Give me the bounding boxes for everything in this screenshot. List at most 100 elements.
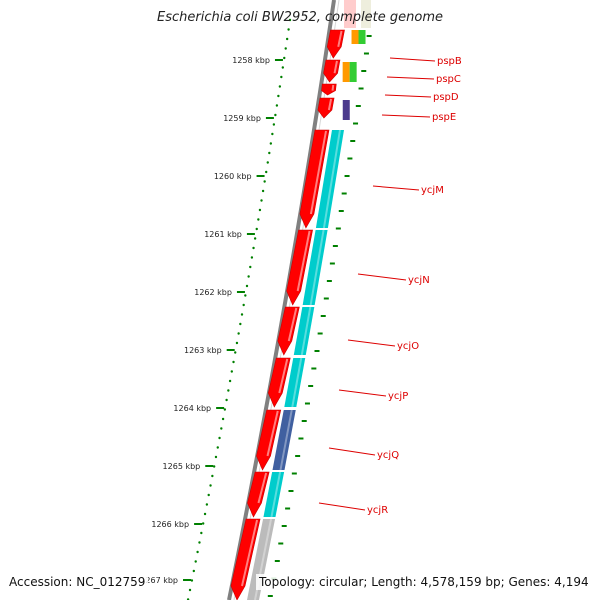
ruler-tick-label: 1262 kbp: [194, 288, 232, 297]
cog-highlight: [322, 129, 341, 229]
ruler-dot: [266, 161, 269, 164]
ruler-dot: [240, 313, 244, 316]
ruler-ticks: 1258 kbp 1259 kbp 1260 kbp 1261 kbp 1262 kbp…: [140, 56, 283, 585]
ruler-dot: [227, 389, 230, 392]
cog-box: [342, 62, 350, 82]
map-title: Escherichia coli BW2952, complete genome: [157, 10, 443, 25]
gene-highlight: [287, 307, 298, 342]
ruler-dot: [287, 28, 290, 31]
ruler-dot: [278, 85, 282, 88]
ruler-dot: [221, 417, 225, 421]
gene-leader-line: [338, 389, 387, 397]
gene-labels: pspB pspC pspD pspE ycjM ycjN ycjO ycjP ycjQ ycjR: [318, 56, 462, 516]
ruler-dot: [216, 446, 219, 449]
ruler-tick-label: 1261 kbp: [204, 230, 242, 239]
ruler-dot: [207, 493, 210, 497]
cog-box: [351, 30, 359, 44]
cog-highlight: [309, 229, 325, 306]
ruler-dot: [192, 569, 196, 573]
ruler-dot: [214, 455, 218, 459]
ruler-dot: [209, 484, 212, 487]
cog-box: [361, 0, 371, 28]
gene-leader-line: [389, 57, 436, 62]
topology-text: Topology: circular; Length: 4,578,159 bp…: [256, 574, 592, 590]
gene-highlight: [333, 60, 338, 74]
ruler-tick-label: 1266 kbp: [151, 520, 189, 529]
ruler-dot: [281, 66, 285, 69]
gene-leader-line: [347, 339, 396, 347]
ruler-tick-label: 1263 kbp: [184, 346, 222, 355]
inner-ticks: [267, 35, 372, 597]
gene-highlight: [309, 130, 327, 215]
ruler-dot: [288, 18, 292, 22]
gene-label-pspC: pspC: [436, 74, 461, 85]
gene-label-ycjP: ycjP: [388, 391, 408, 402]
ruler-dot: [272, 123, 276, 126]
cog-box: [344, 0, 356, 28]
cog-box: [342, 100, 350, 120]
ruler-dot: [245, 284, 249, 288]
gene-leader-line: [372, 185, 420, 191]
ruler-dot: [223, 408, 227, 411]
ruler-dot: [275, 104, 279, 107]
ruler-dot: [203, 512, 207, 516]
gene-highlight: [241, 519, 259, 587]
ruler-dot: [235, 341, 239, 345]
ruler-dot: [280, 75, 283, 79]
ruler-dot: [244, 294, 247, 297]
ruler-dot: [285, 37, 289, 41]
ruler-dot: [263, 180, 266, 183]
ruler-dot: [228, 379, 232, 383]
cog-bar: [284, 358, 306, 407]
gene-leader-line: [384, 94, 432, 98]
ruler-dot: [271, 132, 274, 136]
ruler-dot: [205, 503, 209, 506]
gene-leader-line: [357, 273, 407, 281]
cog-box: [349, 62, 357, 82]
ruler-dot: [268, 151, 271, 155]
ruler-dot: [257, 218, 260, 221]
ruler-dot: [230, 370, 234, 373]
ruler-dot: [277, 94, 280, 98]
ruler-dot: [232, 360, 235, 364]
gene-track: [230, 29, 345, 600]
ruler-dot: [253, 237, 257, 240]
ruler-dot: [190, 579, 194, 582]
gene-label-pspE: pspE: [432, 112, 456, 123]
gene-label-pspD: pspD: [433, 92, 459, 103]
cog-highlight: [300, 306, 312, 356]
cog-highlight: [291, 357, 303, 408]
gene-label-pspB: pspB: [437, 56, 462, 67]
ruler-dot: [198, 541, 201, 544]
ruler-dot: [269, 142, 273, 145]
gene-label-ycjO: ycjO: [397, 341, 419, 352]
gene-highlight: [331, 84, 335, 91]
ruler-dot: [255, 227, 258, 231]
ruler-tick-label: 1264 kbp: [173, 404, 211, 413]
cog-track: [247, 0, 371, 600]
cog-bar: [315, 130, 344, 228]
ruler-tick-label: 1259 kbp: [223, 114, 261, 123]
ruler-dot: [200, 531, 203, 535]
gene-leader-line: [328, 447, 376, 456]
gene-arrow: [326, 29, 345, 59]
ruler-dot: [284, 47, 287, 50]
ruler-dot: [188, 588, 192, 592]
ruler-dot: [218, 436, 221, 440]
gene-leader-line: [381, 114, 431, 118]
cog-bar: [263, 472, 285, 517]
ruler-tick-label: 1267 kbp: [140, 576, 178, 585]
gene-highlight: [296, 230, 311, 292]
ruler-dot: [249, 265, 252, 269]
ruler-dot: [258, 208, 262, 212]
ruler-dot: [239, 322, 242, 326]
cog-bar: [247, 519, 276, 600]
gene-label-ycjM: ycjM: [421, 185, 444, 196]
ruler-dot: [274, 113, 277, 117]
ruler-dot: [265, 170, 268, 174]
ruler-dot: [250, 256, 254, 259]
ruler-dot: [220, 427, 223, 430]
ruler-dot: [237, 332, 240, 335]
ruler-dot: [196, 550, 199, 554]
